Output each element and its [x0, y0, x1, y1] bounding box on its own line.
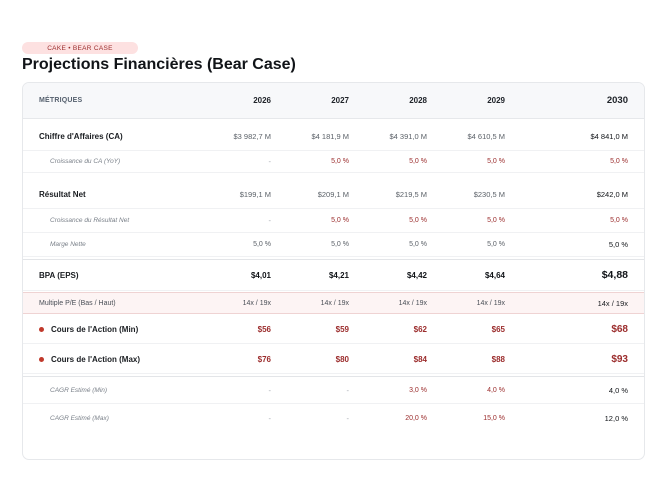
year-header-2028: 2028	[409, 96, 427, 105]
row-label: Résultat Net	[39, 190, 86, 199]
bullet-dot-icon	[39, 357, 44, 362]
row-label: CAGR Estimé (Max)	[50, 414, 109, 422]
cell-value: 14x / 19x	[242, 299, 271, 307]
cell-value: 15,0 %	[483, 414, 505, 422]
table-row-net-margin: Marge Nette 5,0 % 5,0 % 5,0 % 5,0 % 5,0 …	[23, 233, 644, 257]
cell-value: -	[346, 413, 350, 423]
year-header-2027: 2027	[331, 96, 349, 105]
cell-value: $199,1 M	[239, 190, 271, 199]
cell-value: $88	[491, 355, 505, 364]
year-header-2026: 2026	[253, 96, 271, 105]
cell-value: 5,0 %	[487, 241, 505, 248]
bullet-dot-icon	[39, 327, 44, 332]
row-label: CAGR Estimé (Min)	[50, 386, 108, 394]
cell-value: 5,0 %	[608, 240, 628, 249]
cell-value: $242,0 M	[596, 190, 628, 199]
cell-value: 20,0 %	[405, 414, 427, 422]
cell-value: $4 181,9 M	[311, 132, 349, 141]
cell-value: 14x / 19x	[398, 299, 427, 307]
cell-value: $76	[257, 355, 271, 364]
cell-value: $4,88	[601, 269, 628, 281]
cell-value: -	[268, 413, 272, 423]
cell-value: 14x / 19x	[597, 298, 628, 308]
scenario-badge: CAKE • BEAR CASE	[22, 42, 138, 54]
projections-table: MÉTRIQUES 2026 2027 2028 2029 2030 Chiff…	[22, 82, 645, 460]
cell-value: -	[346, 385, 350, 395]
cell-value: 5,0 %	[610, 217, 628, 224]
row-label: Cours de l'Action (Min)	[51, 325, 139, 334]
cell-value: $4 610,5 M	[467, 132, 505, 141]
cell-value: $4,01	[250, 270, 271, 280]
cell-value: $65	[491, 325, 505, 334]
cell-value: 3,0 %	[409, 386, 427, 394]
cell-value: 12,0 %	[604, 413, 628, 423]
cell-value: $84	[413, 355, 427, 364]
year-header-2030: 2030	[606, 95, 628, 106]
cell-value: $219,5 M	[395, 190, 427, 199]
table-row-pe-multiple: Multiple P/E (Bas / Haut) 14x / 19x 14x …	[23, 292, 644, 314]
table-row-cagr-min: CAGR Estimé (Min) - - 3,0 % 4,0 % 4,0 %	[23, 376, 644, 404]
row-label: Multiple P/E (Bas / Haut)	[39, 299, 116, 307]
cell-value: $4,64	[484, 270, 505, 280]
row-label: Cours de l'Action (Max)	[51, 355, 141, 364]
cell-value: 5,0 %	[487, 217, 505, 224]
cell-value: $209,1 M	[317, 190, 349, 199]
cell-value: -	[268, 385, 272, 395]
table-row-price-min: Cours de l'Action (Min) $56 $59 $62 $65 …	[23, 316, 644, 344]
cell-value: 14x / 19x	[320, 299, 349, 307]
table-row-net-income: Résultat Net $199,1 M $209,1 M $219,5 M …	[23, 181, 644, 209]
cell-value: $4,42	[406, 270, 427, 280]
row-label: Croissance du Résultat Net	[50, 217, 130, 224]
cell-value: $59	[335, 325, 349, 334]
cell-value: 5,0 %	[409, 158, 427, 165]
table-row-revenue: Chiffre d'Affaires (CA) $3 982,7 M $4 18…	[23, 123, 644, 151]
cell-value: 14x / 19x	[476, 299, 505, 307]
row-label: BPA (EPS)	[39, 270, 79, 280]
cell-value: 5,0 %	[253, 241, 271, 248]
table-row-revenue-growth: Croissance du CA (YoY) - 5,0 % 5,0 % 5,0…	[23, 151, 644, 173]
cell-value: -	[268, 157, 272, 166]
cell-value: $80	[335, 355, 349, 364]
cell-value: 5,0 %	[409, 241, 427, 248]
cell-value: 4,0 %	[487, 386, 505, 394]
cell-value: -	[268, 216, 272, 225]
cell-value: 5,0 %	[331, 241, 349, 248]
cell-value: $68	[611, 324, 628, 335]
cell-value: 5,0 %	[331, 217, 349, 224]
page-title: Projections Financières (Bear Case)	[22, 56, 296, 73]
row-label: Croissance du CA (YoY)	[50, 158, 121, 165]
cell-value: $3 982,7 M	[233, 132, 271, 141]
row-label: Chiffre d'Affaires (CA)	[39, 132, 123, 141]
cell-value: $56	[257, 325, 271, 334]
table-row-cagr-max: CAGR Estimé (Max) - - 20,0 % 15,0 % 12,0…	[23, 404, 644, 432]
cell-value: $230,5 M	[473, 190, 505, 199]
cell-value: $62	[413, 325, 427, 334]
cell-value: 5,0 %	[487, 158, 505, 165]
cell-value: 4,0 %	[608, 385, 628, 395]
table-row-eps: BPA (EPS) $4,01 $4,21 $4,42 $4,64 $4,88	[23, 259, 644, 291]
cell-value: 5,0 %	[331, 158, 349, 165]
row-label-wrap: Cours de l'Action (Max)	[39, 346, 140, 373]
cell-value: $4,21	[328, 270, 349, 280]
cell-value: 5,0 %	[610, 158, 628, 165]
cell-value: $4 391,0 M	[389, 132, 427, 141]
table-row-price-max: Cours de l'Action (Max) $76 $80 $84 $88 …	[23, 346, 644, 374]
year-header-2029: 2029	[487, 96, 505, 105]
row-label-wrap: Cours de l'Action (Min)	[39, 316, 138, 343]
cell-value: $93	[611, 354, 628, 365]
metric-column-header: MÉTRIQUES	[39, 97, 83, 104]
table-header: MÉTRIQUES 2026 2027 2028 2029 2030	[23, 83, 644, 119]
row-label: Marge Nette	[50, 241, 86, 248]
cell-value: $4 841,0 M	[590, 132, 628, 141]
table-row-net-income-growth: Croissance du Résultat Net - 5,0 % 5,0 %…	[23, 209, 644, 233]
cell-value: 5,0 %	[409, 217, 427, 224]
